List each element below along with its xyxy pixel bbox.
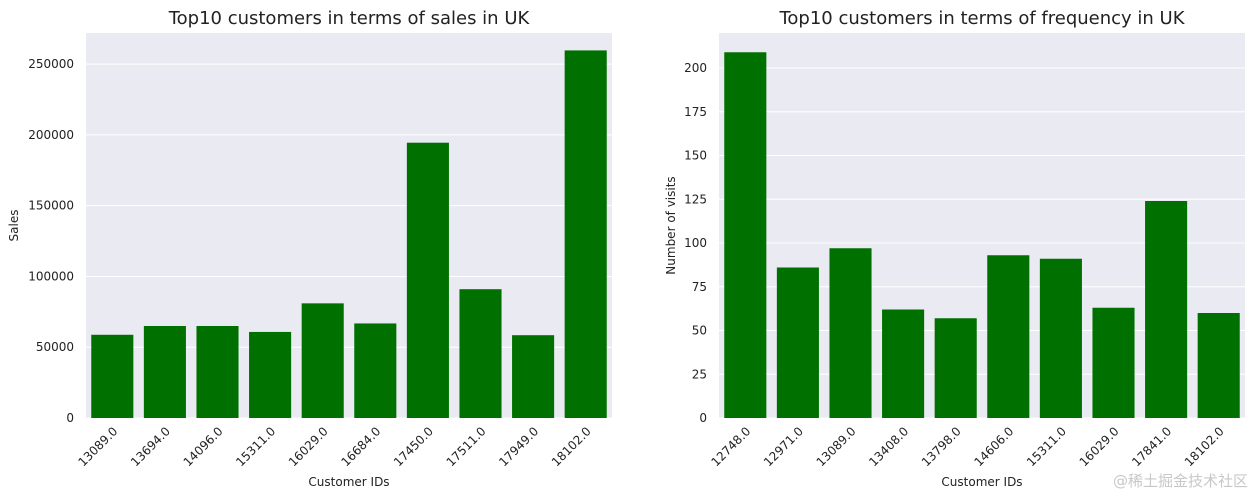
x-axis-label: Customer IDs [941, 475, 1022, 489]
bar [564, 50, 607, 419]
y-tick-label: 100 [684, 236, 707, 250]
y-tick-label: 250000 [28, 57, 74, 71]
bar [882, 309, 925, 418]
y-tick-label: 150 [684, 149, 707, 163]
bar [512, 335, 555, 418]
bar [196, 325, 239, 418]
x-axis-label: Customer IDs [308, 475, 389, 489]
x-tick-label: 16029.0 [286, 424, 331, 469]
bar [249, 331, 292, 418]
bar [934, 318, 977, 418]
bar [1092, 307, 1135, 418]
x-tick-label: 13089.0 [75, 424, 120, 469]
bar [301, 303, 344, 418]
bar [776, 267, 819, 418]
frequency-chart: 0 25 50 75 100 125 150 175 200 12748.0 12971.0 1308… [664, 8, 1245, 489]
y-tick-label: 200000 [28, 128, 74, 142]
x-tick-label: 15311.0 [1024, 424, 1069, 469]
bar [406, 142, 449, 418]
bar [143, 325, 186, 418]
x-tick-label: 18102.0 [549, 424, 594, 469]
chart-title: Top10 customers in terms of sales in UK [168, 8, 531, 29]
y-tick-label: 0 [699, 411, 707, 425]
y-tick-label: 75 [692, 280, 707, 294]
x-tick-label: 18102.0 [1182, 424, 1227, 469]
x-tick-label: 14096.0 [181, 424, 226, 469]
x-tick-label: 13694.0 [128, 424, 173, 469]
x-tick-label: 17450.0 [391, 424, 436, 469]
x-tick-label: 14606.0 [971, 424, 1016, 469]
bar [724, 52, 767, 418]
y-axis-label: Number of visits [664, 176, 678, 274]
y-axis-label: Sales [7, 210, 21, 242]
y-tick-label: 125 [684, 192, 707, 206]
watermark-text: @稀土掘金技术社区 [1112, 472, 1248, 490]
x-tick-label: 12971.0 [761, 424, 806, 469]
bar [91, 334, 134, 418]
x-tick-label: 17841.0 [1129, 424, 1174, 469]
x-tick-label: 17949.0 [496, 424, 541, 469]
y-tick-label: 50000 [36, 340, 74, 354]
x-tick-label: 13408.0 [866, 424, 911, 469]
y-tick-label: 200 [684, 61, 707, 75]
x-tick-label: 17511.0 [444, 424, 489, 469]
x-tick-label: 13089.0 [814, 424, 859, 469]
y-tick-label: 175 [684, 105, 707, 119]
bar [829, 248, 872, 418]
sales-chart: 0 50000 100000 150000 200000 250000 13089.0 136… [7, 8, 612, 489]
x-tick-label: 13798.0 [919, 424, 964, 469]
bar [1145, 201, 1188, 418]
bar [354, 323, 397, 418]
x-tick-label: 16029.0 [1077, 424, 1122, 469]
bar [459, 289, 502, 418]
x-tick-label: 15311.0 [233, 424, 278, 469]
x-tick-label: 16684.0 [338, 424, 383, 469]
y-tick-label: 150000 [28, 199, 74, 213]
y-tick-label: 100000 [28, 269, 74, 283]
bar [1039, 258, 1082, 418]
chart-title: Top10 customers in terms of frequency in… [778, 8, 1185, 29]
y-tick-label: 25 [692, 367, 707, 381]
bar [1197, 313, 1240, 418]
y-tick-label: 0 [66, 411, 74, 425]
bar [987, 255, 1030, 418]
x-tick-label: 12748.0 [708, 424, 753, 469]
y-tick-label: 50 [692, 324, 707, 338]
